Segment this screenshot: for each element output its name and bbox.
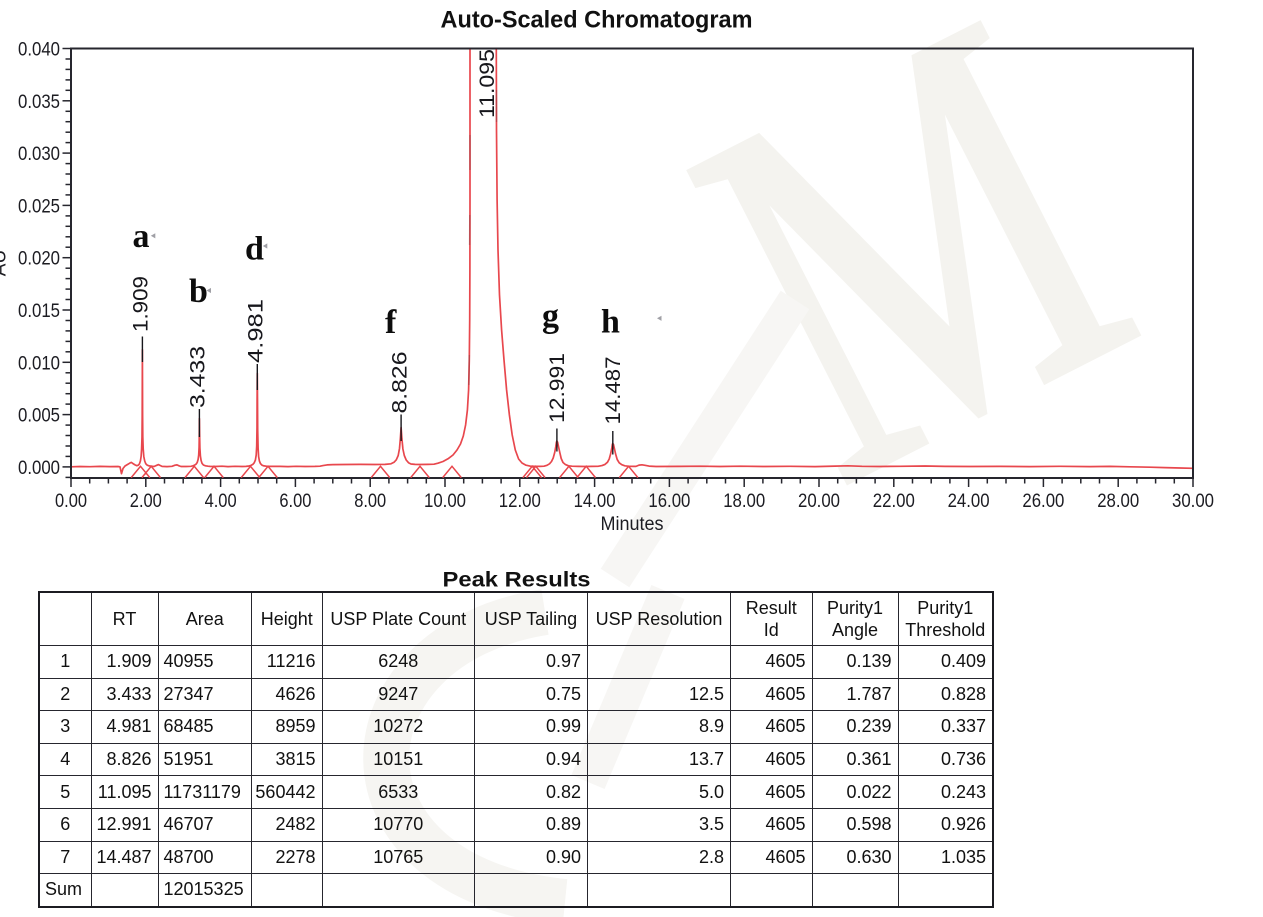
svg-text:0.025: 0.025 — [18, 196, 60, 217]
svg-text:6.00: 6.00 — [279, 491, 311, 512]
svg-text:0.015: 0.015 — [18, 301, 60, 322]
svg-text:16.00: 16.00 — [648, 491, 690, 512]
svg-text:4.00: 4.00 — [205, 491, 237, 512]
svg-text:1.909: 1.909 — [129, 276, 153, 332]
svg-text:0.000: 0.000 — [18, 458, 60, 479]
svg-text:3.433: 3.433 — [186, 346, 210, 408]
svg-text:14.00: 14.00 — [574, 491, 616, 512]
svg-text:Auto-Scaled Chromatogram: Auto-Scaled Chromatogram — [441, 7, 753, 34]
svg-text:30.00: 30.00 — [1172, 491, 1214, 512]
svg-text:12.00: 12.00 — [499, 491, 541, 512]
svg-text:0.030: 0.030 — [18, 144, 60, 165]
svg-text:f: f — [385, 304, 397, 341]
svg-text:a: a — [133, 218, 150, 255]
svg-text:0.010: 0.010 — [18, 353, 60, 374]
svg-text:20.00: 20.00 — [798, 491, 840, 512]
svg-text:10.00: 10.00 — [424, 491, 466, 512]
svg-text:b: b — [189, 273, 208, 310]
svg-text:0.00: 0.00 — [55, 491, 87, 512]
svg-text:2.00: 2.00 — [130, 491, 162, 512]
svg-text:14.487: 14.487 — [601, 357, 625, 425]
svg-text:18.00: 18.00 — [723, 491, 765, 512]
svg-text:AU: AU — [0, 250, 11, 276]
svg-text:12.991: 12.991 — [545, 353, 569, 423]
svg-text:4.981: 4.981 — [244, 299, 268, 363]
svg-text:8.00: 8.00 — [354, 491, 386, 512]
svg-text:d: d — [245, 231, 264, 268]
svg-text:0.005: 0.005 — [18, 406, 60, 427]
svg-text:8.826: 8.826 — [388, 351, 412, 413]
svg-text:0.035: 0.035 — [18, 92, 60, 113]
svg-text:0.020: 0.020 — [18, 249, 60, 270]
svg-text:h: h — [601, 304, 620, 341]
svg-text:Peak Results: Peak Results — [443, 568, 591, 592]
svg-text:0.040: 0.040 — [18, 40, 60, 61]
svg-text:28.00: 28.00 — [1097, 491, 1139, 512]
svg-text:22.00: 22.00 — [873, 491, 915, 512]
svg-text:26.00: 26.00 — [1022, 491, 1064, 512]
svg-text:g: g — [542, 298, 559, 335]
svg-text:11.095: 11.095 — [475, 49, 499, 118]
svg-text:24.00: 24.00 — [948, 491, 990, 512]
svg-text:Minutes: Minutes — [601, 513, 664, 535]
